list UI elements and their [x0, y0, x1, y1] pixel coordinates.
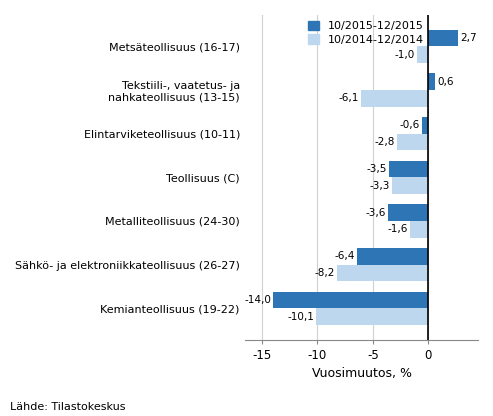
Bar: [411, 221, 428, 238]
Text: -3,6: -3,6: [366, 208, 386, 218]
Bar: [397, 134, 428, 150]
Text: -14,0: -14,0: [244, 295, 271, 305]
Text: -10,1: -10,1: [287, 312, 314, 322]
Text: -8,2: -8,2: [315, 268, 335, 278]
Bar: [388, 204, 428, 221]
Text: -1,6: -1,6: [388, 224, 408, 234]
Bar: [391, 177, 428, 194]
Bar: [428, 73, 435, 90]
Text: 2,7: 2,7: [460, 33, 477, 43]
Text: -3,5: -3,5: [367, 164, 387, 174]
Text: -0,6: -0,6: [399, 120, 420, 130]
Text: -6,4: -6,4: [335, 251, 355, 261]
Text: -1,0: -1,0: [394, 50, 415, 59]
Bar: [422, 117, 428, 134]
Bar: [417, 46, 428, 63]
Bar: [357, 248, 428, 265]
Text: -6,1: -6,1: [338, 93, 358, 103]
Text: Lähde: Tilastokeskus: Lähde: Tilastokeskus: [10, 402, 125, 412]
Text: -2,8: -2,8: [375, 137, 395, 147]
Bar: [273, 292, 428, 308]
Text: -3,3: -3,3: [369, 181, 389, 191]
X-axis label: Vuosimuutos, %: Vuosimuutos, %: [312, 367, 412, 380]
Bar: [428, 30, 458, 46]
Legend: 10/2015-12/2015, 10/2014-12/2014: 10/2015-12/2015, 10/2014-12/2014: [308, 20, 424, 45]
Bar: [337, 265, 428, 281]
Bar: [389, 161, 428, 177]
Bar: [317, 308, 428, 325]
Bar: [360, 90, 428, 106]
Text: 0,6: 0,6: [437, 77, 454, 87]
